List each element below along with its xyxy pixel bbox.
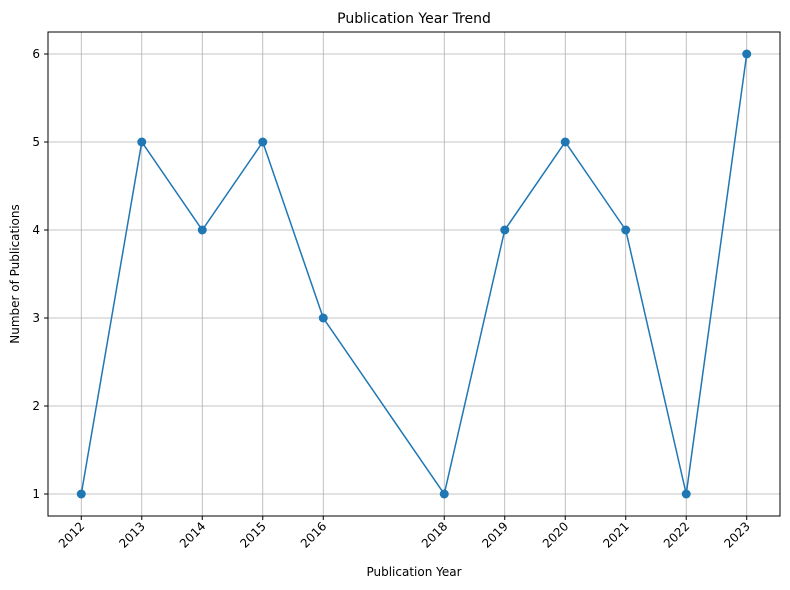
data-point (258, 137, 268, 147)
x-tick-label: 2023 (721, 519, 752, 550)
data-point (681, 489, 691, 499)
x-tick-label: 2021 (600, 519, 631, 550)
x-axis-label: Publication Year (366, 565, 461, 579)
series-group (76, 49, 752, 499)
data-point (318, 313, 328, 323)
data-point (621, 225, 631, 235)
y-tick-label: 3 (32, 311, 40, 325)
y-tick-label: 4 (32, 223, 40, 237)
x-tick-label: 2018 (419, 519, 450, 550)
x-tick-label: 2019 (479, 519, 510, 550)
data-point (76, 489, 86, 499)
x-tick-label: 2016 (298, 519, 329, 550)
data-point (742, 49, 752, 59)
x-tick-label: 2013 (116, 519, 147, 550)
chart-title: Publication Year Trend (337, 11, 491, 27)
x-tick-label: 2014 (177, 519, 208, 550)
x-tick-label: 2022 (661, 519, 692, 550)
y-tick-label: 2 (32, 399, 40, 413)
plot-area-frame (47, 31, 781, 517)
data-point (439, 489, 449, 499)
x-axis: 2012 2013 2014 2015 2016 2018 2019 2020 2021 2022… (56, 516, 753, 551)
y-axis-label: Number of Publications (8, 204, 22, 344)
data-point (500, 225, 510, 235)
x-tick-label: 2020 (540, 519, 571, 550)
data-point (560, 137, 570, 147)
y-tick-label: 6 (32, 47, 40, 61)
data-point (137, 137, 147, 147)
x-tick-label: 2015 (237, 519, 268, 550)
y-tick-label: 1 (32, 487, 40, 501)
y-axis: 1 2 3 4 5 6 (32, 47, 48, 501)
data-point (197, 225, 207, 235)
grid (48, 32, 780, 516)
y-tick-label: 5 (32, 135, 40, 149)
series-line (80, 53, 748, 496)
x-tick-label: 2012 (56, 519, 87, 550)
